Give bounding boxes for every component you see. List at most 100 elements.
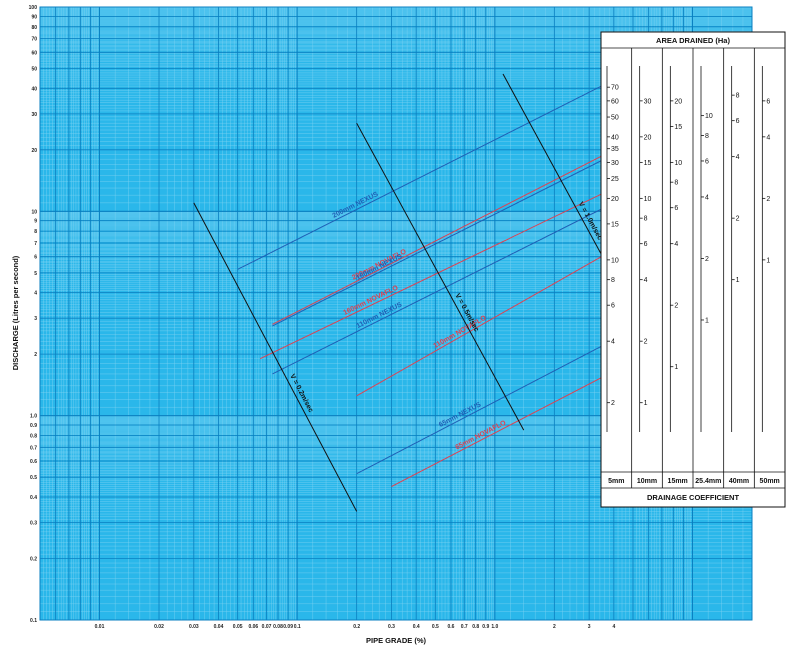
area-tick-label: 2 — [611, 400, 615, 407]
x-tick-label: 3 — [588, 624, 591, 630]
area-tick-label: 6 — [766, 98, 770, 105]
area-tick-label: 2 — [644, 339, 648, 346]
area-tick-label: 20 — [674, 98, 682, 105]
x-axis-title: PIPE GRADE (%) — [366, 636, 427, 645]
area-tick-label: 10 — [705, 113, 713, 120]
drainage-coefficient-label: 50mm — [760, 478, 780, 485]
y-tick-label: 0.4 — [30, 495, 37, 501]
area-tick-label: 15 — [611, 221, 619, 228]
y-tick-label: 0.9 — [30, 423, 37, 429]
velocity-line — [356, 122, 525, 431]
area-drained-panel: AREA DRAINED (Ha) DRAINAGE COEFFICIENT 5… — [600, 31, 786, 508]
area-tick-label: 4 — [736, 154, 740, 161]
y-tick-label: 10 — [31, 209, 37, 215]
area-tick-label: 8 — [736, 93, 740, 100]
drainage-coefficient-label: 10mm — [637, 478, 657, 485]
y-tick-label: 20 — [31, 148, 37, 154]
y-tick-label: 40 — [31, 86, 37, 92]
velocity-line — [193, 202, 358, 512]
y-tick-label: 5 — [34, 271, 37, 277]
area-tick-label: 10 — [611, 257, 619, 264]
area-tick-label: 25 — [611, 176, 619, 183]
y-tick-label: 0.3 — [30, 521, 37, 527]
drainage-coefficient-title: DRAINAGE COEFFICIENT — [647, 493, 740, 502]
area-tick-label: 15 — [674, 124, 682, 131]
x-tick-label: 0.2 — [353, 624, 360, 630]
series-line — [356, 339, 615, 475]
area-tick-label: 30 — [611, 160, 619, 167]
area-tick-label: 15 — [644, 160, 652, 167]
y-tick-label: 3 — [34, 316, 37, 322]
area-panel-title: AREA DRAINED (Ha) — [656, 36, 730, 45]
y-tick-label: 80 — [31, 25, 37, 31]
x-tick-label: 0.5 — [432, 624, 439, 630]
area-tick-label: 6 — [705, 158, 709, 165]
y-tick-label: 50 — [31, 67, 37, 73]
x-tick-label: 0.9 — [482, 624, 489, 630]
area-tick-label: 2 — [674, 303, 678, 310]
series-line — [259, 187, 615, 360]
series-line — [272, 153, 615, 327]
area-tick-label: 30 — [644, 98, 652, 105]
y-tick-label: 7 — [34, 241, 37, 247]
y-axis-title: DISCHARGE (Litres per second) — [11, 255, 20, 370]
x-tick-label: 0.02 — [154, 624, 164, 630]
y-tick-label: 0.6 — [30, 459, 37, 465]
area-tick-label: 8 — [611, 277, 615, 284]
series-line — [237, 79, 615, 270]
area-tick-label: 20 — [611, 196, 619, 203]
area-tick-label: 8 — [674, 180, 678, 187]
x-tick-labels: 0.01 0.02 0.03 0.04 0.05 0.06 0.07 0.08 0.09 0.1 0… — [95, 624, 616, 630]
drainage-coefficient-label: 25.4mm — [695, 478, 721, 485]
area-tick-label: 40 — [611, 134, 619, 141]
y-tick-label: 9 — [34, 219, 37, 225]
area-tick-label: 6 — [611, 303, 615, 310]
x-tick-label: 0.6 — [448, 624, 455, 630]
drainage-coefficient-label: 15mm — [668, 478, 688, 485]
area-tick-label: 10 — [674, 160, 682, 167]
y-tick-label: 0.8 — [30, 433, 37, 439]
area-tick-label: 60 — [611, 98, 619, 105]
series-line — [272, 149, 615, 325]
y-tick-label: 8 — [34, 229, 37, 235]
area-tick-label: 4 — [644, 277, 648, 284]
x-tick-label: 4 — [612, 624, 615, 630]
series-line — [356, 249, 615, 397]
x-tick-label: 0.3 — [388, 624, 395, 630]
x-tick-label: 0.03 — [189, 624, 199, 630]
area-tick-label: 6 — [736, 118, 740, 125]
area-tick-label: 70 — [611, 85, 619, 92]
y-tick-label: 0.2 — [30, 556, 37, 562]
area-tick-label: 35 — [611, 146, 619, 153]
area-tick-label: 1 — [766, 257, 770, 264]
area-tick-label: 8 — [705, 133, 709, 140]
y-tick-label: 2 — [34, 352, 37, 358]
x-tick-label: 0.8 — [472, 624, 479, 630]
area-tick-label: 4 — [674, 241, 678, 248]
x-tick-label: 1.0 — [491, 624, 498, 630]
x-tick-label: 0.01 — [95, 624, 105, 630]
x-tick-label: 0.06 — [248, 624, 258, 630]
y-tick-label: 70 — [31, 37, 37, 43]
area-tick-label: 4 — [705, 194, 709, 201]
x-tick-label: 0.08 — [273, 624, 283, 630]
y-tick-label: 0.7 — [30, 445, 37, 451]
area-tick-label: 4 — [766, 134, 770, 141]
y-tick-label: 60 — [31, 50, 37, 56]
drainage-coefficient-label: 40mm — [729, 478, 749, 485]
y-tick-labels: 0.1 0.2 0.3 0.4 0.5 0.6 0.7 0.8 0.9 1.0 2 3 4 5 6 7 8 9 10… — [29, 5, 38, 624]
area-tick-label: 1 — [644, 400, 648, 407]
area-tick-label: 1 — [674, 364, 678, 371]
y-tick-label: 90 — [31, 14, 37, 20]
area-tick-label: 1 — [705, 317, 709, 324]
area-tick-label: 6 — [674, 205, 678, 212]
x-tick-label: 0.07 — [262, 624, 272, 630]
x-tick-label: 0.09 — [283, 624, 293, 630]
series-line — [272, 202, 615, 375]
y-tick-label: 30 — [31, 112, 37, 118]
area-tick-label: 2 — [766, 196, 770, 203]
drainage-coefficient-label: 5mm — [608, 478, 624, 485]
area-tick-label: 20 — [644, 134, 652, 141]
y-tick-label: 4 — [34, 291, 37, 297]
x-tick-label: 0.1 — [294, 624, 301, 630]
